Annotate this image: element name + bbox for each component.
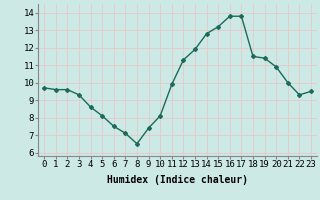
X-axis label: Humidex (Indice chaleur): Humidex (Indice chaleur)	[107, 175, 248, 185]
